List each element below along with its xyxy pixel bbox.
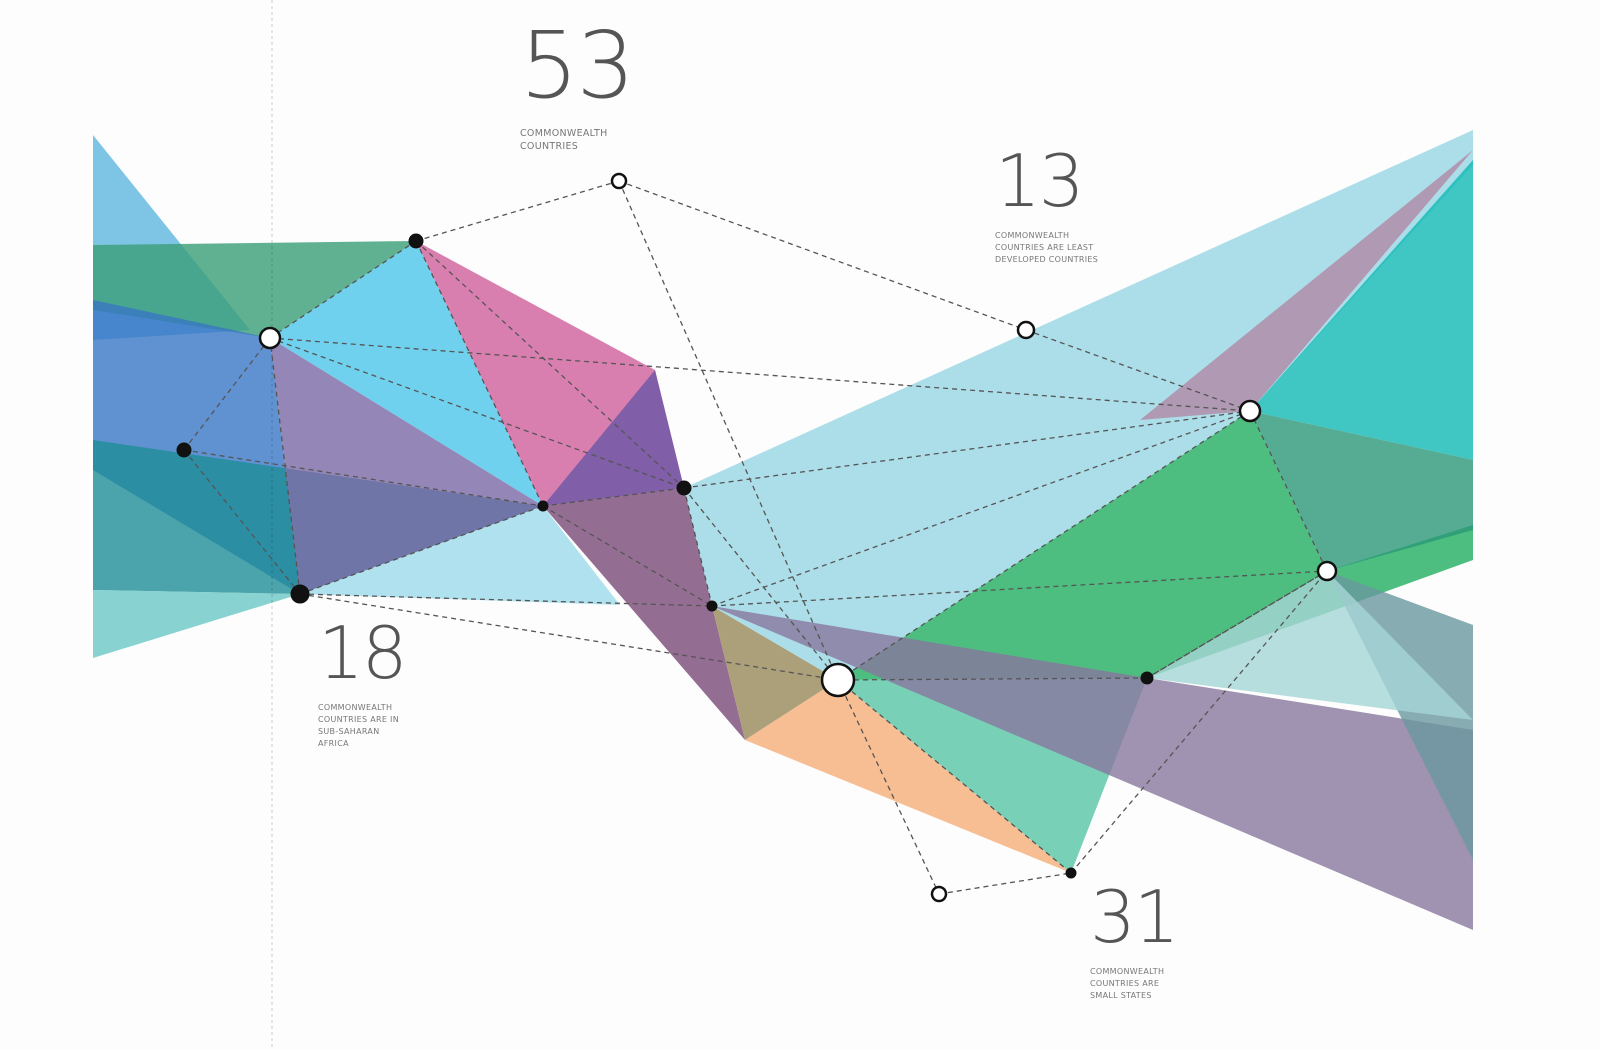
hollow-node	[610, 172, 628, 190]
caption-line: COMMONWEALTH	[1090, 967, 1165, 976]
stat-sub-saharan: 18 COMMONWEALTH COUNTRIES ARE IN SUB-SAHAR…	[318, 608, 408, 750]
dashed-connector	[1070, 570, 1328, 874]
stat-value: 31	[1090, 875, 1180, 959]
dashed-connector	[683, 487, 713, 607]
caption-line: SMALL STATES	[1090, 991, 1152, 1000]
dashed-connector	[542, 505, 713, 607]
stat-caption: COMMONWEALTH COUNTRIES	[520, 127, 633, 153]
dashed-connector	[269, 337, 1251, 412]
dashed-connector	[542, 487, 685, 507]
facet-polygon	[270, 338, 543, 594]
dashed-connector	[269, 240, 417, 339]
dashed-connector	[1249, 410, 1328, 572]
stat-value: 53	[520, 12, 635, 119]
dashed-connector	[1025, 329, 1251, 412]
stat-least-developed: 13 COMMONWEALTH COUNTRIES ARE LEAST DEVELO…	[995, 136, 1098, 266]
facet-polygon	[712, 606, 838, 740]
stat-caption: COMMONWEALTH COUNTRIES ARE IN SUB-SAHARAN A…	[318, 702, 406, 750]
dashed-connector	[837, 679, 940, 895]
dashed-connector	[1146, 570, 1328, 679]
stat-value: 13	[995, 139, 1085, 223]
facet-polygon	[93, 241, 416, 338]
caption-line: COUNTRIES ARE IN	[318, 715, 399, 724]
solid-node	[1065, 867, 1077, 879]
dashed-connector	[618, 180, 839, 681]
solid-node	[408, 233, 424, 249]
caption-line: AFRICA	[318, 739, 349, 748]
caption-line: COMMONWEALTH	[520, 128, 608, 139]
facet-polygon	[684, 130, 1473, 680]
facet-polygon	[1147, 571, 1473, 720]
dashed-connector	[618, 180, 1027, 331]
dashed-connector	[415, 240, 685, 489]
caption-line: COUNTRIES ARE LEAST	[995, 243, 1094, 252]
caption-line: COUNTRIES	[520, 141, 579, 152]
solid-node	[706, 600, 718, 612]
hollow-node	[930, 885, 948, 903]
caption-line: COMMONWEALTH	[318, 703, 393, 712]
dashed-connector	[1146, 570, 1328, 679]
facet-polygon	[1250, 160, 1473, 460]
facet-polygon	[300, 506, 620, 605]
facet-polygon	[1250, 411, 1473, 571]
stat-value: 18	[318, 611, 408, 695]
dashed-connector	[837, 677, 1148, 681]
solid-node	[537, 500, 549, 512]
facet-polygon	[1140, 150, 1473, 420]
solid-node	[290, 584, 310, 604]
caption-line: DEVELOPED COUNTRIES	[995, 255, 1099, 264]
caption-line: SUB-SAHARAN	[318, 727, 380, 736]
facet-polygon	[712, 606, 1473, 930]
dashed-connector	[299, 593, 713, 607]
hollow-node	[1316, 560, 1338, 582]
facet-polygon	[543, 370, 684, 506]
facet-polygon	[543, 488, 745, 740]
hollow-node	[1238, 399, 1262, 423]
facet-polygon	[93, 590, 300, 658]
dashed-connector	[938, 872, 1072, 895]
dashed-connector	[711, 570, 1328, 607]
hollow-node	[1016, 320, 1036, 340]
solid-node	[1140, 671, 1154, 685]
dashed-connector	[299, 593, 839, 681]
stat-countries: 53 COMMONWEALTH COUNTRIES	[520, 8, 635, 153]
dashed-connector	[183, 337, 271, 451]
hollow-node	[258, 326, 282, 350]
dashed-connector	[269, 337, 685, 489]
stat-caption: COMMONWEALTH COUNTRIES ARE LEAST DEVELOPED…	[995, 230, 1098, 266]
dashed-connector	[837, 679, 1072, 874]
facet-polygon	[745, 680, 1071, 873]
solid-node	[176, 442, 192, 458]
dashed-connector	[183, 449, 301, 595]
caption-line: COUNTRIES ARE	[1090, 979, 1160, 988]
stat-small-states: 31 COMMONWEALTH COUNTRIES ARE SMALL STATES	[1090, 872, 1180, 1002]
hollow-node	[820, 662, 856, 698]
caption-line: COMMONWEALTH	[995, 231, 1070, 240]
dashed-connector	[837, 410, 1251, 681]
solid-node	[676, 480, 692, 496]
dashed-connector	[415, 240, 544, 507]
stat-caption: COMMONWEALTH COUNTRIES ARE SMALL STATES	[1090, 966, 1178, 1002]
facet-polygon	[270, 241, 543, 506]
dashed-connector	[299, 505, 544, 595]
dashed-connector	[183, 449, 544, 507]
dashed-connector	[415, 180, 620, 242]
